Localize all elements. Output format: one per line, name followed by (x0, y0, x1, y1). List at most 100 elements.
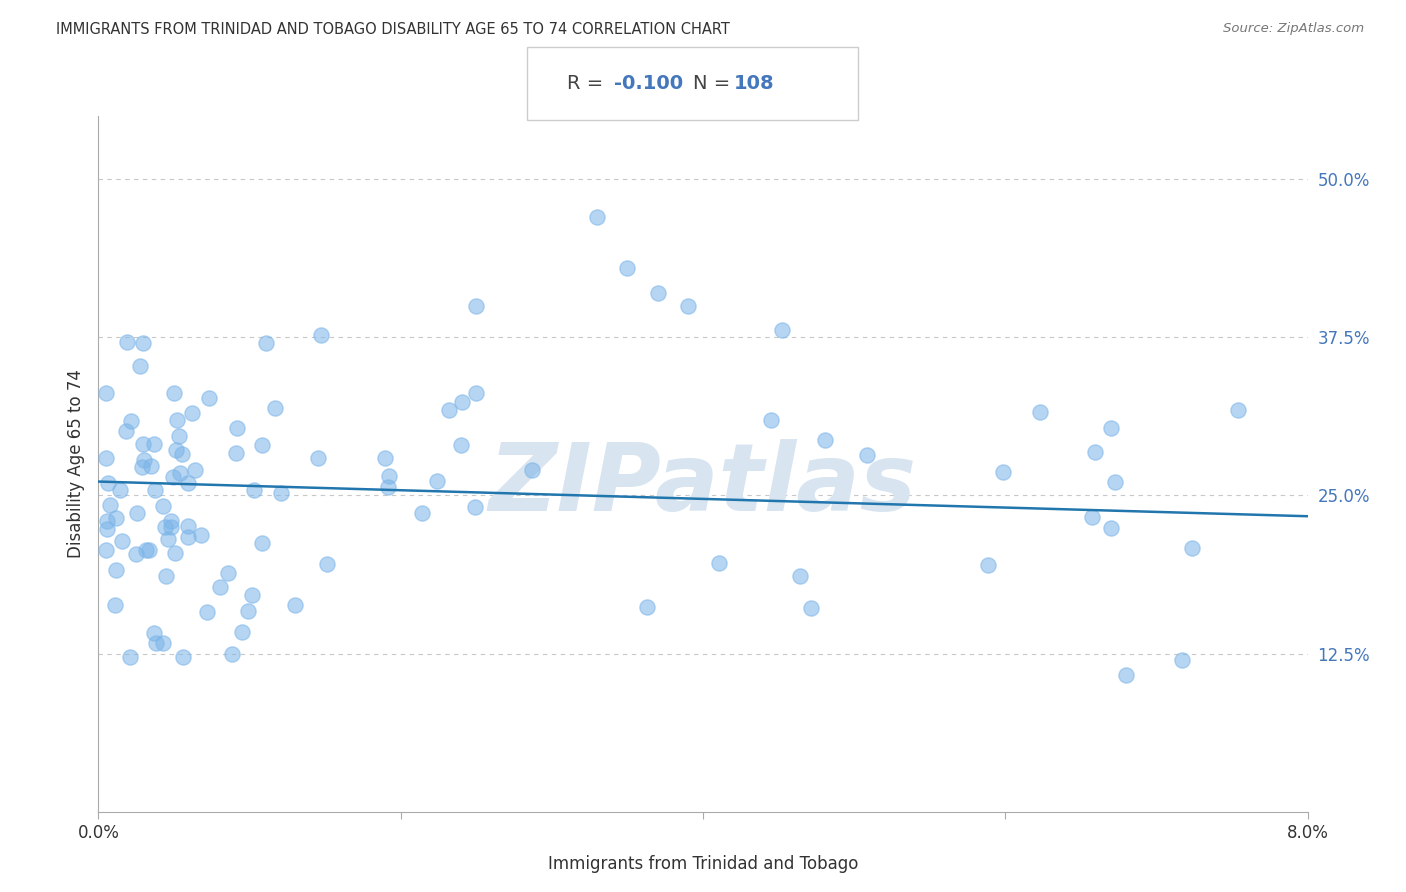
Point (676, 299, 699, 313)
Point (177, 476, 200, 491)
Text: -0.100: -0.100 (614, 74, 683, 94)
Text: ZIPatlas: ZIPatlas (489, 439, 917, 531)
Point (135, 543, 157, 558)
Point (315, 557, 337, 571)
Text: N =: N = (693, 74, 737, 94)
Point (814, 433, 837, 447)
Point (195, 605, 218, 619)
Point (96, 522, 118, 536)
Point (98, 499, 121, 513)
Point (1181, 541, 1204, 555)
Point (991, 466, 1014, 480)
Point (120, 414, 142, 428)
Point (117, 335, 139, 350)
Point (770, 323, 793, 337)
Point (426, 474, 449, 488)
Point (1227, 402, 1250, 417)
Point (451, 395, 474, 409)
Point (1099, 520, 1122, 534)
Point (707, 556, 730, 570)
Point (142, 436, 165, 450)
Point (1080, 509, 1102, 524)
Point (94, 542, 117, 557)
Point (127, 506, 149, 520)
Point (226, 421, 249, 435)
Point (374, 451, 396, 466)
Point (125, 547, 148, 561)
Point (225, 446, 247, 460)
Point (110, 483, 132, 497)
Point (616, 260, 638, 275)
Point (177, 530, 200, 544)
Point (165, 443, 187, 458)
Point (465, 385, 488, 400)
Point (198, 392, 221, 406)
Point (97, 476, 120, 491)
Point (143, 626, 166, 640)
Point (190, 528, 212, 542)
Point (270, 485, 292, 500)
Point (139, 459, 162, 474)
Point (284, 598, 307, 612)
Point (152, 636, 174, 650)
Text: Source: ZipAtlas.com: Source: ZipAtlas.com (1223, 22, 1364, 36)
Point (172, 446, 194, 460)
Y-axis label: Disability Age 65 to 74: Disability Age 65 to 74 (66, 369, 84, 558)
Point (155, 568, 177, 582)
Point (800, 600, 823, 615)
Point (586, 210, 609, 224)
Point (217, 566, 239, 581)
Point (160, 519, 183, 533)
Point (378, 469, 401, 483)
Point (153, 520, 176, 534)
Point (243, 483, 266, 498)
Point (94, 386, 117, 401)
Point (167, 429, 190, 443)
Point (231, 625, 253, 640)
Point (377, 480, 399, 494)
Point (789, 569, 811, 583)
Text: 108: 108 (734, 74, 775, 94)
Point (162, 386, 184, 401)
Point (1170, 653, 1192, 667)
Point (264, 401, 287, 415)
Point (254, 336, 277, 351)
Point (465, 299, 488, 313)
Point (96, 514, 118, 528)
Point (157, 532, 180, 546)
Point (309, 328, 332, 343)
Point (236, 604, 259, 618)
Point (250, 438, 273, 452)
Point (132, 453, 155, 467)
Point (104, 510, 127, 524)
Text: IMMIGRANTS FROM TRINIDAD AND TOBAGO DISABILITY AGE 65 TO 74 CORRELATION CHART: IMMIGRANTS FROM TRINIDAD AND TOBAGO DISA… (56, 22, 730, 37)
Point (1099, 421, 1122, 435)
X-axis label: Immigrants from Trinidad and Tobago: Immigrants from Trinidad and Tobago (548, 855, 858, 873)
Point (439, 403, 461, 417)
Point (145, 636, 167, 650)
Point (307, 450, 329, 465)
Point (1084, 444, 1107, 458)
Point (131, 460, 153, 475)
Point (111, 533, 134, 548)
Point (120, 649, 142, 664)
Point (162, 469, 184, 483)
Point (759, 413, 782, 427)
Point (209, 580, 232, 594)
Point (152, 499, 174, 513)
Point (520, 463, 543, 477)
Point (647, 286, 669, 301)
Point (104, 598, 127, 612)
Point (115, 424, 138, 438)
Point (1104, 475, 1126, 489)
Point (166, 413, 188, 427)
Point (411, 507, 433, 521)
Point (169, 467, 191, 481)
Point (183, 462, 205, 476)
Text: R =: R = (567, 74, 609, 94)
Point (464, 500, 486, 514)
Point (636, 600, 658, 615)
Point (977, 558, 1000, 572)
Point (138, 542, 160, 557)
Point (240, 588, 263, 602)
